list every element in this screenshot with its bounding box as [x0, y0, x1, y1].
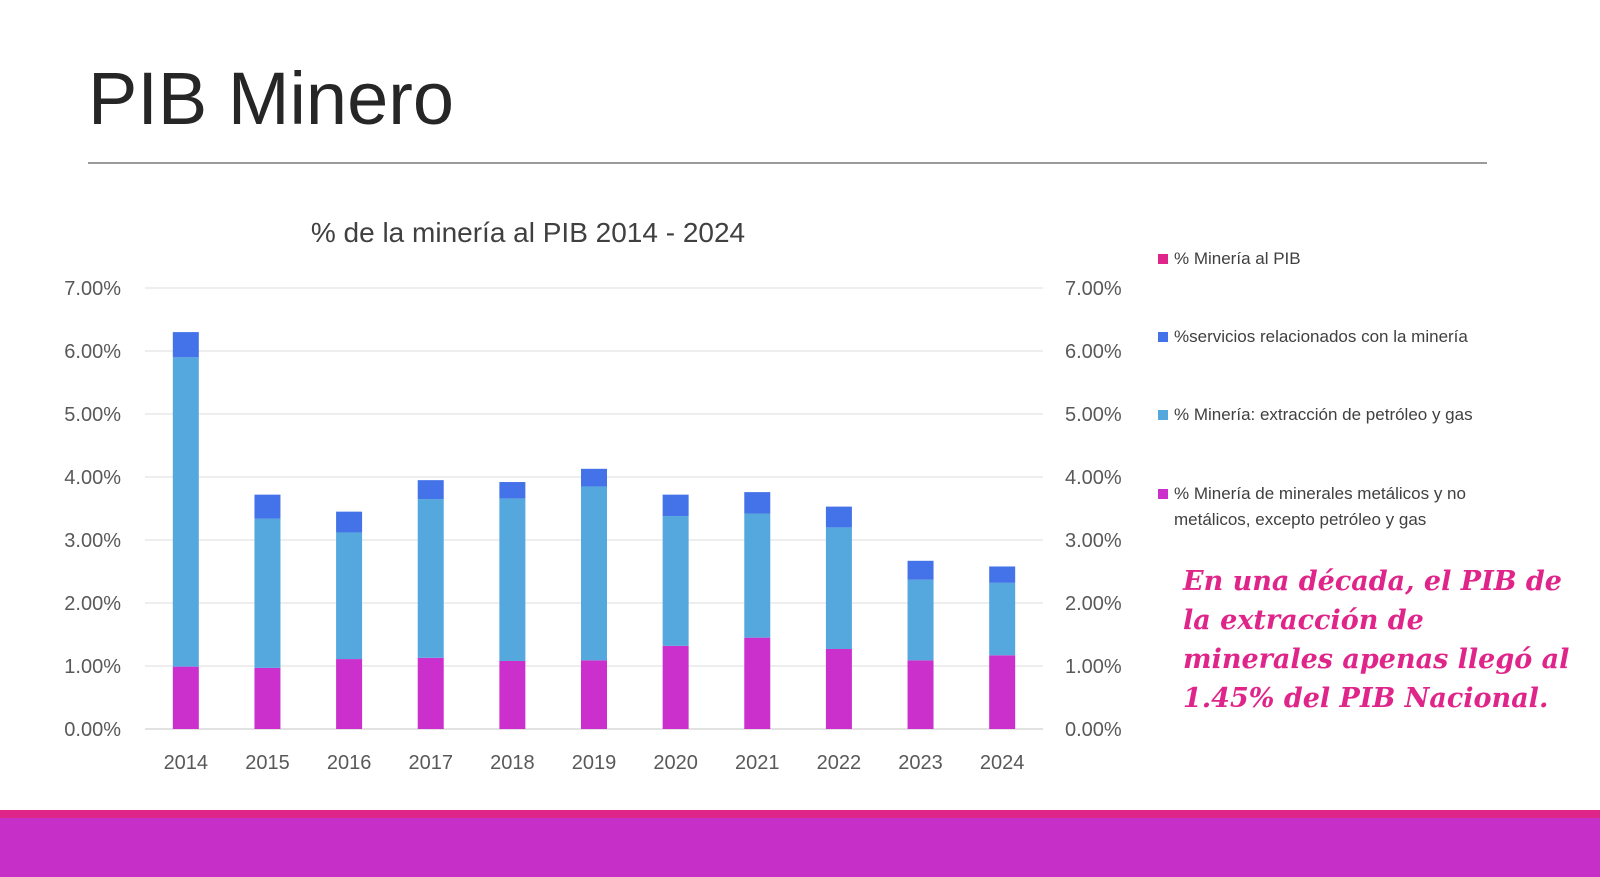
x-tick-label: 2018	[490, 752, 535, 774]
bar-segment-2022-series-0	[825, 648, 852, 729]
bar-segment-2018-series-2	[499, 482, 526, 499]
x-tick-label: 2021	[735, 752, 780, 774]
bar-segment-2021-series-1	[744, 513, 771, 638]
bar-segment-2024-series-1	[989, 582, 1016, 656]
legend-label-metallic: % Minería de minerales metálicos y no me…	[1174, 484, 1466, 529]
legend-item-metallic: % Minería de minerales metálicos y no me…	[1158, 481, 1524, 533]
bar-segment-2019-series-2	[581, 468, 607, 487]
x-tick-label: 2023	[898, 752, 943, 774]
legend-item-services: %servicios relacionados con la minería	[1158, 324, 1524, 350]
secondary-y-tick-label: 1.00%	[1065, 656, 1122, 678]
bar-segment-2017-series-0	[417, 657, 444, 729]
y-tick-label: 6.00%	[64, 341, 121, 363]
x-tick-label: 2020	[653, 752, 698, 774]
legend-item-oil-gas: % Minería: extracción de petróleo y gas	[1158, 402, 1524, 428]
y-tick-label: 1.00%	[64, 656, 121, 678]
y-tick-label: 0.00%	[64, 719, 121, 741]
bar-segment-2016-series-2	[336, 511, 363, 533]
secondary-y-tick-label: 7.00%	[1065, 278, 1122, 300]
secondary-y-tick-label: 6.00%	[1065, 341, 1122, 363]
y-tick-label: 7.00%	[64, 278, 121, 300]
x-tick-label: 2015	[245, 752, 290, 774]
bar-segment-2022-series-2	[825, 506, 852, 528]
x-tick-label: 2016	[327, 752, 372, 774]
slide-title: PIB Minero	[88, 57, 455, 140]
bar-segment-2018-series-0	[499, 660, 526, 729]
bar-segment-2019-series-0	[581, 660, 607, 729]
legend-label-total: % Minería al PIB	[1174, 249, 1301, 268]
secondary-y-tick-label: 4.00%	[1065, 467, 1122, 489]
secondary-y-tick-label: 3.00%	[1065, 530, 1122, 552]
bar-segment-2021-series-0	[744, 637, 771, 729]
legend-swatch-services	[1158, 332, 1168, 342]
y-tick-label: 2.00%	[64, 593, 121, 615]
y-tick-label: 3.00%	[64, 530, 121, 552]
callout-text: En una década, el PIB de la extracción d…	[1183, 566, 1570, 714]
footer-band	[0, 818, 1600, 877]
stacked-bar-chart: % de la minería al PIB 2014 - 2024 0.00%…	[64, 217, 1122, 774]
bar-segment-2022-series-1	[825, 527, 852, 649]
bar-segment-2017-series-2	[417, 480, 444, 500]
bar-segment-2023-series-1	[907, 579, 934, 661]
y-tick-label: 4.00%	[64, 467, 121, 489]
bar-segment-2016-series-0	[336, 659, 363, 729]
legend-label-oil-gas: % Minería: extracción de petróleo y gas	[1174, 405, 1473, 424]
legend-swatch-total	[1158, 254, 1168, 264]
bar-segment-2016-series-1	[336, 532, 363, 660]
bar-segment-2015-series-0	[254, 667, 281, 729]
bar-segment-2021-series-2	[744, 492, 771, 514]
bar-segment-2019-series-1	[581, 486, 607, 661]
bar-segment-2017-series-1	[417, 499, 444, 658]
secondary-y-tick-label: 5.00%	[1065, 404, 1122, 426]
x-tick-label: 2022	[817, 752, 862, 774]
title-divider	[88, 162, 1487, 164]
legend-swatch-metallic	[1158, 489, 1168, 499]
legend-swatch-oil-gas	[1158, 410, 1168, 420]
x-tick-label: 2014	[164, 752, 209, 774]
bar-segment-2014-series-1	[172, 357, 199, 667]
footer-stripe	[0, 810, 1600, 818]
chart-title: % de la minería al PIB 2014 - 2024	[311, 217, 745, 248]
secondary-y-tick-label: 0.00%	[1065, 719, 1122, 741]
bar-segment-2014-series-2	[172, 332, 199, 358]
bar-segment-2023-series-2	[907, 560, 934, 580]
bar-segment-2020-series-1	[662, 516, 689, 646]
bar-segment-2014-series-0	[172, 666, 199, 729]
bar-segment-2024-series-0	[989, 655, 1016, 729]
y-tick-label: 5.00%	[64, 404, 121, 426]
bar-segment-2020-series-2	[662, 494, 689, 517]
legend-label-services: %servicios relacionados con la minería	[1174, 327, 1468, 346]
x-tick-label: 2017	[408, 752, 453, 774]
bar-segment-2020-series-0	[662, 645, 689, 729]
bar-segment-2015-series-1	[254, 518, 281, 668]
bar-segment-2018-series-1	[499, 498, 526, 661]
x-tick-label: 2019	[572, 752, 617, 774]
bar-segment-2024-series-2	[989, 566, 1016, 583]
bar-segment-2023-series-0	[907, 660, 934, 729]
bar-segment-2015-series-2	[254, 494, 281, 519]
secondary-y-tick-label: 2.00%	[1065, 593, 1122, 615]
x-tick-label: 2024	[980, 752, 1025, 774]
legend-item-total: % Minería al PIB	[1158, 246, 1524, 272]
